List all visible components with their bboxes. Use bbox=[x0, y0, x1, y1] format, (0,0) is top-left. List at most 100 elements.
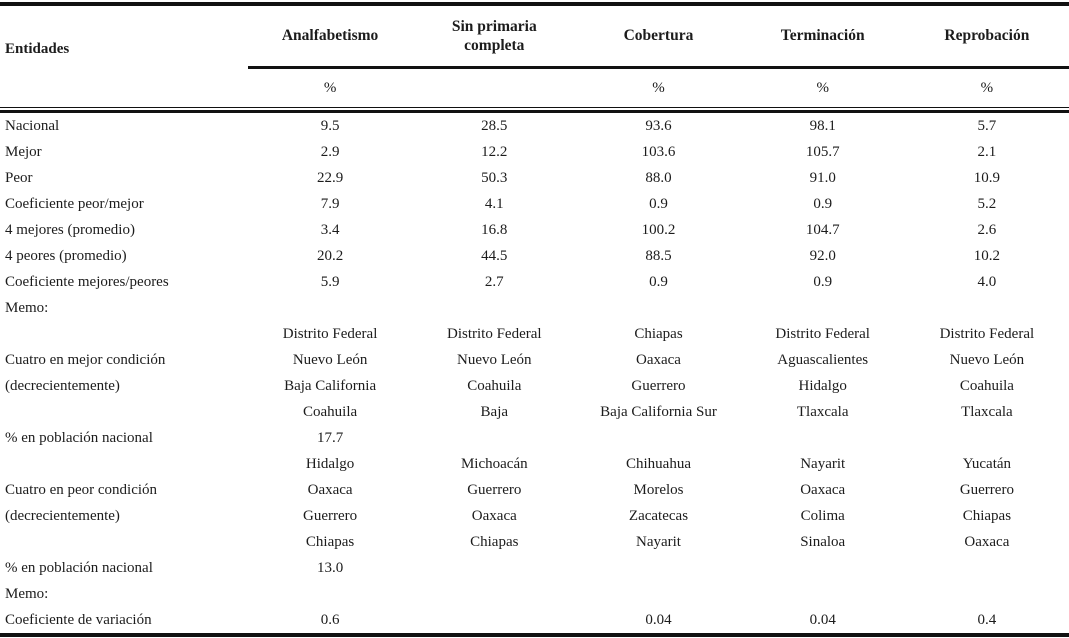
cell-value: 17.7 bbox=[316, 430, 344, 446]
unit-percent-reprobacion: % bbox=[980, 79, 994, 96]
column-header-sin-primaria-completa: Sin primaria completa bbox=[451, 17, 537, 54]
cell-value: 0.9 bbox=[649, 274, 668, 290]
cell-value: Nuevo León bbox=[457, 352, 532, 368]
table-header: Entidades Analfabetismo Sin primaria com… bbox=[0, 6, 1069, 107]
cell-value: 91.0 bbox=[809, 170, 836, 186]
cell-value: Distrito Federal bbox=[939, 326, 1035, 342]
cell-value bbox=[412, 425, 576, 451]
row-header-entidades: Entidades bbox=[5, 41, 70, 57]
table-row: Coeficiente de variación 0.6 0.04 0.04 0.4 bbox=[0, 607, 1069, 633]
cell-value: 105.7 bbox=[805, 144, 840, 160]
table-row: Coeficiente mejores/peores 5.9 2.7 0.9 0.9 4.… bbox=[0, 269, 1069, 295]
row-label: (decrecientemente) bbox=[5, 508, 120, 524]
cell-value: Tlaxcala bbox=[961, 404, 1013, 420]
cell-value: Nuevo León bbox=[949, 352, 1025, 368]
cell-value: 0.9 bbox=[649, 196, 668, 212]
cell-value: 88.5 bbox=[645, 248, 672, 264]
cell-value: 44.5 bbox=[481, 248, 508, 264]
cell-value bbox=[741, 555, 905, 581]
cell-value: 0.04 bbox=[809, 612, 836, 628]
row-label: Cuatro en mejor condición bbox=[5, 352, 166, 368]
table-row: Coeficiente peor/mejor 7.9 4.1 0.9 0.9 5.2 bbox=[0, 191, 1069, 217]
table-row: Mejor 2.9 12.2 103.6 105.7 2.1 bbox=[0, 139, 1069, 165]
cell-value: Guerrero bbox=[303, 508, 358, 524]
cell-value bbox=[412, 607, 576, 633]
cell-value: 104.7 bbox=[805, 222, 840, 238]
cell-value: 20.2 bbox=[316, 248, 344, 264]
top-rule bbox=[0, 2, 1069, 6]
cell-value: 9.5 bbox=[320, 118, 340, 134]
table-row: Distrito Federal Distrito Federal Chiapas D… bbox=[0, 321, 1069, 347]
row-label bbox=[0, 399, 248, 425]
cell-value: 0.6 bbox=[320, 612, 340, 628]
table-body: Nacional 9.5 28.5 93.6 98.1 5.7 Mejor 2.9 12.2 10… bbox=[0, 113, 1069, 633]
table-row: (decrecientemente) Guerrero Oaxaca Zacateca… bbox=[0, 503, 1069, 529]
unit-percent-cobertura: % bbox=[652, 79, 665, 96]
cell-value: Oaxaca bbox=[964, 534, 1010, 550]
row-label: 4 peores (promedio) bbox=[5, 248, 127, 264]
cell-value: Baja California Sur bbox=[600, 404, 717, 420]
cell-value: Hidalgo bbox=[305, 456, 355, 472]
cell-value: Oaxaca bbox=[636, 352, 681, 368]
row-label: Memo: bbox=[5, 586, 49, 602]
row-label: Coeficiente mejores/peores bbox=[5, 274, 169, 290]
cell-value: 22.9 bbox=[316, 170, 344, 186]
cell-value: Aguascalientes bbox=[777, 352, 869, 368]
cell-value: Zacatecas bbox=[628, 508, 689, 524]
cell-value: 28.5 bbox=[481, 118, 508, 134]
cell-value: Hidalgo bbox=[798, 378, 847, 394]
cell-value: Oaxaca bbox=[471, 508, 517, 524]
cell-value bbox=[248, 581, 412, 607]
cell-value: 13.0 bbox=[316, 560, 344, 576]
table-row: 4 mejores (promedio) 3.4 16.8 100.2 104.7 2.6 bbox=[0, 217, 1069, 243]
unit-percent-analfabetismo: % bbox=[323, 79, 337, 96]
cell-value: Tlaxcala bbox=[796, 404, 849, 420]
header-underline-rule bbox=[248, 66, 1069, 69]
column-header-cobertura: Cobertura bbox=[623, 27, 694, 45]
table-row: Cuatro en mejor condición Nuevo León Nuevo… bbox=[0, 347, 1069, 373]
cell-value: 3.4 bbox=[320, 222, 340, 238]
cell-value: 88.0 bbox=[645, 170, 672, 186]
row-label bbox=[0, 529, 248, 555]
cell-value: 4.1 bbox=[484, 196, 504, 212]
cell-value bbox=[576, 295, 740, 321]
unit-percent-terminacion: % bbox=[816, 79, 829, 96]
cell-value bbox=[412, 581, 576, 607]
cell-value: 100.2 bbox=[641, 222, 676, 238]
cell-value: 2.9 bbox=[320, 144, 340, 160]
table-row: Peor 22.9 50.3 88.0 91.0 10.9 bbox=[0, 165, 1069, 191]
cell-value: Chihuahua bbox=[625, 456, 691, 472]
cell-value: 2.7 bbox=[484, 274, 504, 290]
table-row: Nacional 9.5 28.5 93.6 98.1 5.7 bbox=[0, 113, 1069, 139]
cell-value: Guerrero bbox=[959, 482, 1014, 498]
table-row: Cuatro en peor condición Oaxaca Guerrero Mo… bbox=[0, 477, 1069, 503]
cell-value: 12.2 bbox=[481, 144, 508, 160]
cell-value: 4.0 bbox=[977, 274, 997, 290]
table-row: % en población nacional 13.0 bbox=[0, 555, 1069, 581]
cell-value: Distrito Federal bbox=[282, 326, 378, 342]
cell-value: Guerrero bbox=[467, 482, 522, 498]
cell-value bbox=[576, 555, 740, 581]
table-row: (decrecientemente) Baja California Coahuil… bbox=[0, 373, 1069, 399]
bottom-rule bbox=[0, 633, 1069, 637]
row-label: Nacional bbox=[5, 118, 60, 134]
double-rule bbox=[0, 107, 1069, 113]
row-label bbox=[0, 451, 248, 477]
cell-value: Morelos bbox=[633, 482, 684, 498]
cell-value: 50.3 bbox=[481, 170, 508, 186]
cell-value: Chiapas bbox=[305, 534, 355, 550]
table-row: Memo: bbox=[0, 295, 1069, 321]
table-row: Memo: bbox=[0, 581, 1069, 607]
cell-value: Baja California bbox=[284, 378, 377, 394]
cell-value: Baja bbox=[480, 404, 509, 420]
table-row: Chiapas Chiapas Nayarit Sinaloa Oaxaca bbox=[0, 529, 1069, 555]
cell-value: Distrito Federal bbox=[447, 326, 542, 342]
unit-sin-primaria bbox=[412, 69, 576, 107]
cell-value: 16.8 bbox=[481, 222, 508, 238]
cell-value: Nayarit bbox=[636, 534, 681, 550]
cell-value: 93.6 bbox=[645, 118, 672, 134]
cell-value: 10.2 bbox=[973, 248, 1001, 264]
row-label: Cuatro en peor condición bbox=[5, 482, 158, 498]
cell-value: Chiapas bbox=[962, 508, 1012, 524]
